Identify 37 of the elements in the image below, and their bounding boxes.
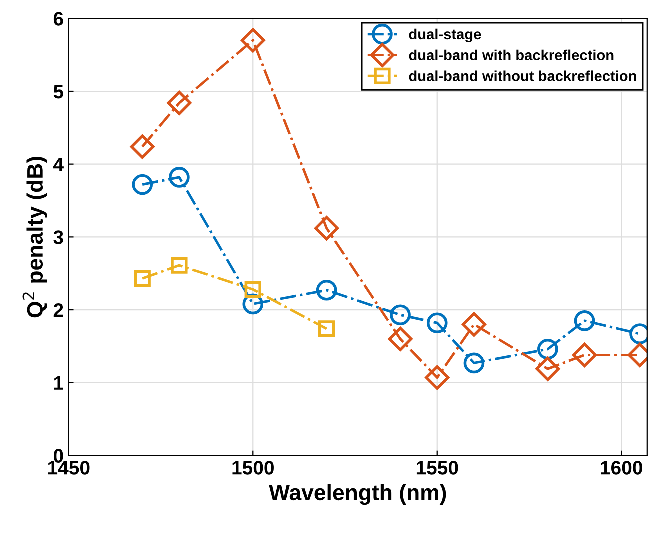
point (426, 312, 448, 334)
point (244, 281, 262, 298)
point (134, 270, 151, 288)
x-tick-label: 1500 (232, 461, 274, 475)
y-tick-label: 1 (54, 376, 64, 390)
y-tick-label: 2 (54, 303, 64, 318)
x-axis-title: Wavelength (nm) (269, 484, 446, 506)
y-tick-label: 4 (54, 158, 64, 172)
legend-label: dual-stage (409, 28, 482, 43)
point (169, 167, 190, 188)
point (132, 174, 154, 196)
y-tick-label: 6 (54, 12, 64, 26)
point (536, 356, 560, 382)
y-tick-label: 3 (54, 230, 64, 244)
point (388, 326, 413, 352)
point (462, 312, 486, 337)
x-tick-label: 1450 (48, 461, 90, 475)
point (574, 310, 596, 332)
legend-label: dual-band with backreflection (409, 50, 614, 61)
y-axis-title: Q$^{2}$ penalty (dB) (22, 157, 48, 318)
point (464, 352, 485, 374)
point (171, 257, 188, 274)
point (130, 134, 155, 160)
point (537, 338, 558, 360)
point (318, 320, 336, 338)
y-tick-label: 5 (54, 85, 64, 99)
point (167, 90, 192, 116)
point (425, 366, 450, 390)
x-tick-label: 1600 (601, 461, 642, 475)
x-tick-label: 1550 (416, 461, 458, 475)
point (572, 343, 597, 368)
y-tick-label: 0 (54, 449, 64, 463)
point (314, 216, 340, 241)
point (316, 280, 338, 301)
legend-label: dual-band without backreflection (409, 70, 636, 82)
point (240, 28, 266, 53)
point (390, 304, 411, 326)
